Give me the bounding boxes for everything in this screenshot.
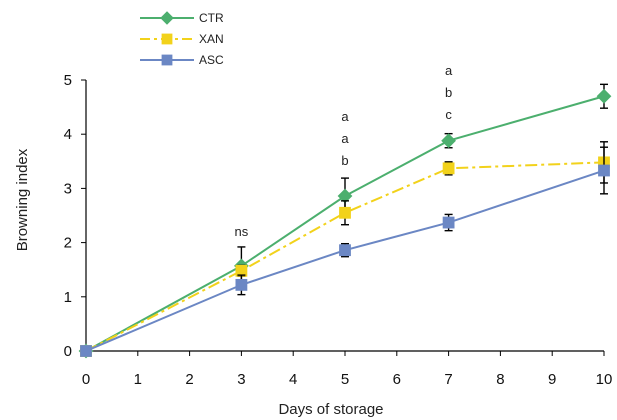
significance-label: a	[341, 131, 349, 146]
y-tick-label: 2	[64, 235, 72, 252]
significance-label: ns	[235, 224, 249, 239]
x-tick-label: 0	[82, 371, 90, 388]
x-tick-label: 8	[496, 371, 504, 388]
series-layer	[78, 83, 612, 359]
legend-marker	[161, 33, 173, 45]
legend-marker	[161, 54, 173, 66]
data-point	[235, 278, 248, 291]
legend-marker	[160, 11, 174, 25]
axes: 0 1 2 3 4 5 0 1 2 3 4 5 6 7 8 9 10	[64, 72, 613, 388]
x-tick-label: 10	[596, 371, 613, 388]
data-point	[441, 133, 456, 149]
significance-label: c	[445, 107, 452, 122]
significance-label: a	[341, 109, 349, 124]
x-tick-label: 4	[289, 371, 297, 388]
significance-label: b	[445, 85, 452, 100]
legend: CTR XAN ASC	[140, 11, 224, 67]
x-tick-label: 2	[185, 371, 193, 388]
x-tick-label: 5	[341, 371, 349, 388]
x-tick-label: 7	[444, 371, 452, 388]
y-axis-title: Browning index	[14, 148, 31, 251]
data-point	[598, 164, 610, 177]
data-point	[442, 216, 455, 229]
y-tick-label: 5	[64, 72, 72, 89]
data-point	[339, 244, 351, 257]
significance-label: b	[341, 153, 348, 168]
y-tick-label: 0	[64, 343, 72, 360]
significance-label: a	[445, 63, 453, 78]
legend-entry-asc: ASC	[140, 53, 224, 67]
series-asc	[80, 146, 610, 357]
legend-label: ASC	[199, 53, 224, 67]
legend-entry-xan: XAN	[140, 32, 224, 46]
legend-entry-ctr: CTR	[140, 11, 224, 25]
y-tick-label: 1	[64, 289, 72, 306]
y-tick-label: 4	[64, 126, 72, 143]
data-point	[339, 206, 351, 219]
y-tick-label: 3	[64, 180, 72, 197]
x-tick-label: 6	[393, 371, 401, 388]
data-point	[442, 162, 455, 175]
x-tick-label: 1	[134, 371, 142, 388]
x-tick-label: 9	[548, 371, 556, 388]
legend-label: XAN	[199, 32, 224, 46]
legend-label: CTR	[199, 11, 224, 25]
data-point	[596, 88, 612, 104]
x-axis-title: Days of storage	[278, 401, 383, 418]
data-point	[80, 345, 92, 357]
x-tick-label: 3	[237, 371, 245, 388]
